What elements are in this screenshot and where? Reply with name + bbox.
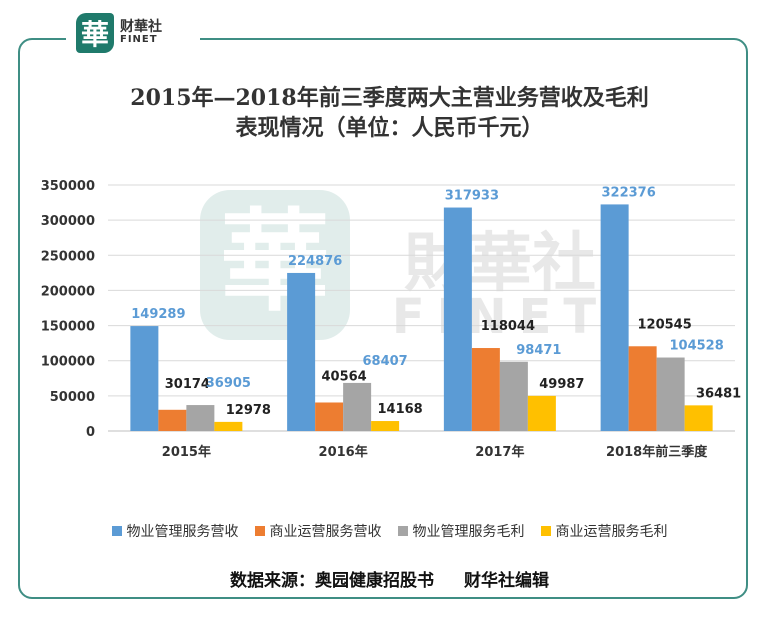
bar: [628, 346, 657, 431]
legend-label: 商业运营服务毛利: [555, 524, 668, 540]
data-label: 322376: [601, 185, 655, 200]
data-label: 36481: [696, 386, 741, 401]
bar: [600, 204, 629, 431]
data-label: 30174: [165, 377, 210, 392]
data-label: 14168: [378, 402, 423, 417]
x-tick-label: 2017年: [475, 444, 524, 460]
bar: [684, 405, 713, 431]
chart-title-line-1: 2015年—2018年前三季度两大主营业务营收及毛利: [130, 85, 649, 111]
legend-item: 物业管理服务毛利: [397, 521, 525, 541]
bar: [186, 405, 215, 431]
legend-swatch: [397, 526, 408, 536]
y-tick-label: 100000: [41, 355, 95, 370]
x-tick-label: 2016年: [319, 444, 368, 460]
data-label: 118044: [481, 319, 535, 334]
legend-item: 商业运营服务营收: [254, 521, 382, 541]
bar: [315, 402, 344, 431]
bar: [527, 395, 556, 431]
y-tick-label: 50000: [50, 390, 95, 405]
logo-name-en: FINET: [120, 34, 158, 46]
data-label: 120545: [637, 317, 691, 332]
data-label: 12978: [226, 403, 271, 418]
bar: [130, 326, 159, 431]
legend-item: 商业运营服务毛利: [540, 521, 668, 541]
y-tick-label: 300000: [41, 214, 95, 229]
bar: [443, 207, 472, 431]
legend-swatch: [254, 526, 265, 536]
y-tick-label: 150000: [41, 320, 95, 335]
x-tick-label: 2018年前三季度: [606, 444, 708, 460]
bar: [371, 421, 400, 431]
editor-text: 财华社编辑: [464, 571, 549, 591]
source-text: 数据来源：奥园健康招股书: [230, 571, 434, 591]
y-tick-label: 0: [86, 425, 95, 440]
bar: [287, 272, 316, 431]
legend-swatch: [111, 526, 122, 536]
watermark: 華 財華社 FINET: [200, 190, 608, 345]
bar: [499, 361, 528, 431]
y-tick-label: 250000: [41, 249, 95, 264]
logo-name-cn: 财華社: [120, 19, 162, 36]
logo: 華 财華社 FINET: [66, 10, 200, 56]
x-tick-label: 2015年: [162, 444, 211, 460]
watermark-cn: 財華社: [404, 227, 596, 301]
legend-label: 物业管理服务毛利: [412, 524, 525, 540]
legend-item: 物业管理服务营收: [111, 521, 239, 541]
data-label: 36905: [206, 376, 251, 391]
data-label: 104528: [669, 339, 723, 354]
legend: 物业管理服务营收 商业运营服务营收 物业管理服务毛利 商业运营服务毛利: [0, 521, 779, 541]
bar: [343, 382, 372, 431]
bar: [158, 409, 187, 431]
data-label: 149289: [131, 307, 185, 322]
data-label: 49987: [539, 377, 584, 392]
legend-swatch: [540, 526, 551, 536]
bar: [471, 348, 500, 431]
data-label: 224876: [288, 254, 342, 269]
bar: [214, 421, 243, 431]
bar: [656, 357, 685, 431]
y-tick-label: 350000: [41, 179, 95, 194]
legend-label: 物业管理服务营收: [126, 524, 239, 540]
data-label: 98471: [516, 343, 561, 358]
legend-label: 商业运营服务营收: [269, 524, 382, 540]
y-tick-label: 200000: [41, 284, 95, 299]
chart-frame: [18, 38, 748, 599]
data-label: 40564: [322, 369, 367, 384]
chart-title-line-2: 表现情况（单位：人民币千元）: [235, 115, 544, 141]
watermark-en: FINET: [392, 289, 608, 345]
data-label: 317933: [445, 189, 499, 204]
source-note: 数据来源：奥园健康招股书 财华社编辑: [0, 566, 779, 591]
logo-mark: 華: [76, 13, 114, 53]
data-label: 68407: [363, 354, 408, 369]
